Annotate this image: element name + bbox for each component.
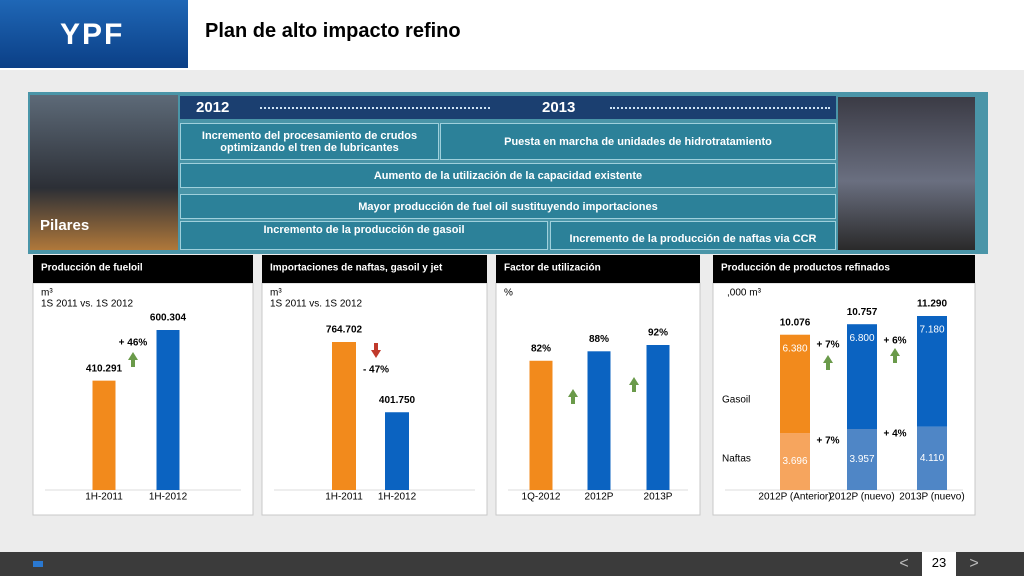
prev-button[interactable]: < xyxy=(899,555,909,572)
trend-arrow xyxy=(890,348,900,363)
panel-header xyxy=(33,255,253,283)
value-label: 92% xyxy=(648,328,668,339)
panel xyxy=(261,282,488,516)
page-number: 23 xyxy=(922,552,956,576)
segment-label: 3.696 xyxy=(782,456,807,467)
series-label: Naftas xyxy=(722,454,751,465)
bar-segment xyxy=(847,324,877,430)
x-tick-label: 2012P xyxy=(585,492,614,503)
pillar-box: Incremento de la producción de naftas vi… xyxy=(550,221,836,250)
bar xyxy=(332,342,356,490)
station-image xyxy=(838,97,975,250)
trend-arrow xyxy=(568,389,578,404)
bar xyxy=(587,351,611,490)
total-label: 10.757 xyxy=(847,307,878,318)
trend-arrow xyxy=(128,352,138,367)
bar xyxy=(156,330,180,490)
pillar-box: Mayor producción de fuel oil sustituyend… xyxy=(180,194,836,219)
panel-header xyxy=(713,255,975,283)
bar-segment xyxy=(917,316,947,427)
panel-header xyxy=(496,255,700,283)
value-label: 401.750 xyxy=(379,395,416,406)
slide-title: Plan de alto impacto refino xyxy=(205,20,461,42)
chart-title: Importaciones de naftas, gasoil y jet xyxy=(270,263,443,274)
next-button[interactable]: > xyxy=(969,555,979,572)
series-label: Gasoil xyxy=(722,395,750,406)
chart-title: Producción de productos refinados xyxy=(721,263,890,274)
x-tick-label: 1H-2012 xyxy=(378,492,417,503)
bar xyxy=(529,360,553,490)
panel xyxy=(32,282,254,516)
annotation: + 46% xyxy=(119,338,148,349)
bar xyxy=(385,412,409,490)
segment-label: 6.800 xyxy=(849,333,874,344)
x-tick-label: 1H-2011 xyxy=(85,492,123,503)
x-tick-label: 2013P xyxy=(644,492,673,503)
value-label: 88% xyxy=(589,334,609,345)
x-tick-label: 2012P (nuevo) xyxy=(829,492,894,503)
chart-subtitle: 1S 2011 vs. 1S 2012 xyxy=(41,299,134,310)
x-tick-label: 1H-2012 xyxy=(149,492,188,503)
arrow xyxy=(610,107,830,109)
pillar-box: Puesta en marcha de unidades de hidrotra… xyxy=(440,123,836,160)
pillar-box: Aumento de la utilización de la capacida… xyxy=(180,163,836,188)
year: 2013 xyxy=(542,99,576,116)
value-label: 764.702 xyxy=(326,325,363,336)
chart-title: Factor de utilización xyxy=(504,263,601,274)
bar-segment xyxy=(847,429,877,490)
segment-label: 7.180 xyxy=(919,325,944,336)
bar-segment xyxy=(917,426,947,490)
pillar-label: Pilares xyxy=(40,217,90,234)
segment-label: 6.380 xyxy=(782,343,807,354)
annotation: + 4% xyxy=(883,429,906,440)
trend-arrow xyxy=(629,377,639,392)
logo: YPF xyxy=(60,18,125,51)
x-tick-label: 1H-2011 xyxy=(325,492,363,503)
pillar-box: Incremento de la producción de gasoil xyxy=(180,221,548,250)
segment-label: 3.957 xyxy=(849,454,874,465)
bar-segment xyxy=(780,334,810,434)
total-label: 11.290 xyxy=(917,299,947,310)
panel-header xyxy=(262,255,487,283)
annotation: + 7% xyxy=(816,340,839,351)
x-tick-label: 2013P (nuevo) xyxy=(899,492,964,503)
annotation: + 7% xyxy=(816,436,839,447)
trend-arrow xyxy=(823,355,833,370)
unit-label: m³ xyxy=(41,288,53,299)
bar xyxy=(646,345,670,490)
bar xyxy=(92,380,116,490)
annotation: - 47% xyxy=(363,365,389,376)
unit-label: m³ xyxy=(270,288,282,299)
x-tick-label: 2012P (Anterior) xyxy=(758,492,831,503)
chart-subtitle: 1S 2011 vs. 1S 2012 xyxy=(270,299,363,310)
segment-label: 4.110 xyxy=(920,453,945,464)
x-tick-label: 1Q-2012 xyxy=(522,492,561,503)
bar-segment xyxy=(780,433,810,490)
arrow xyxy=(260,107,490,109)
timeline-bar: 2012 2013 xyxy=(180,96,836,119)
chart-title: Producción de fueloil xyxy=(41,263,143,274)
total-label: 10.076 xyxy=(780,317,811,328)
logo-box: YPF xyxy=(0,0,188,68)
annotation: + 6% xyxy=(883,336,906,347)
value-label: 410.291 xyxy=(86,363,123,374)
value-label: 82% xyxy=(531,343,551,354)
year: 2012 xyxy=(196,99,230,116)
pillar-box: Incremento del procesamiento de crudos o… xyxy=(180,123,439,160)
footer: < 23 > xyxy=(0,552,1024,576)
value-label: 600.304 xyxy=(150,313,187,324)
refinery-image xyxy=(30,95,178,250)
trend-arrow xyxy=(371,343,381,358)
unit-label: ,000 m³ xyxy=(727,288,762,299)
unit-label: % xyxy=(504,288,513,299)
footer-icon xyxy=(33,561,43,567)
